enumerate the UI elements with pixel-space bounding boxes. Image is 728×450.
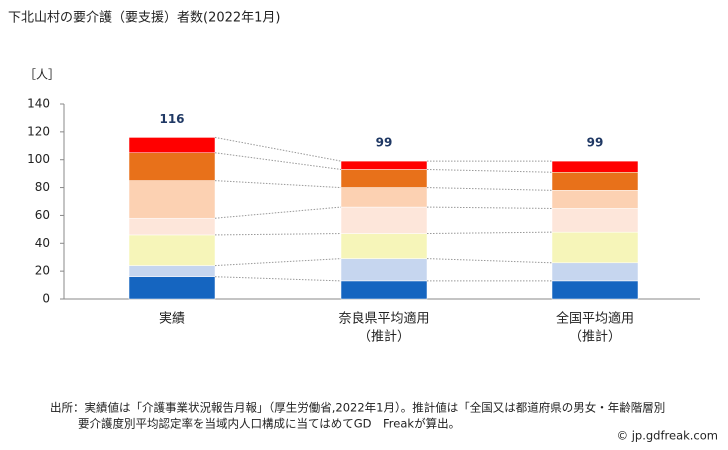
bar-segment [128, 276, 216, 300]
bar-segment [551, 160, 639, 173]
connector-line [214, 276, 342, 282]
x-tick-label: 奈良県平均適用 [338, 311, 429, 327]
total-label: 116 [159, 112, 184, 126]
bar-segment [551, 280, 639, 300]
bar-segment [340, 169, 428, 188]
y-tick-label: 0 [42, 292, 50, 306]
connector-line [426, 168, 553, 173]
y-tick-label: 20 [35, 264, 50, 278]
bar-segment [340, 258, 428, 282]
bar-segment [340, 280, 428, 300]
connector-line [214, 233, 342, 236]
bar-segment [128, 265, 216, 277]
connector-line [426, 231, 553, 235]
watermark: © jp.gdfreak.com [617, 429, 718, 443]
y-tick-label: 100 [27, 152, 50, 166]
x-tick-label: 全国平均適用 [556, 311, 634, 327]
y-tick-label: 80 [35, 180, 50, 194]
bar-segment [551, 262, 639, 282]
bar-segment [551, 172, 639, 191]
bar-segment [340, 206, 428, 234]
bar-segment [551, 231, 639, 264]
connector-line [214, 206, 342, 219]
bar-segment [128, 180, 216, 219]
total-label: 99 [376, 136, 393, 150]
y-unit-label: ［人］ [24, 68, 60, 82]
connector-line [214, 136, 342, 162]
x-tick-label: 実績 [159, 311, 185, 327]
y-tick-label: 120 [27, 124, 50, 138]
bar-segment [128, 234, 216, 266]
bar-segment [128, 217, 216, 236]
y-tick-label: 40 [35, 236, 50, 250]
connector-line [214, 258, 342, 267]
bar-segment [340, 160, 428, 170]
bar-segment [128, 137, 216, 154]
source-note: 出所：実績値は「介護事業状況報告月報」（厚生労働省,2022年1月）。推計値は「… [50, 401, 665, 415]
bar-segment [128, 152, 216, 181]
connector-line [214, 180, 342, 189]
chart-title: 下北山村の要介護（要支援）者数(2022年1月) [8, 10, 281, 26]
bar-segment [340, 233, 428, 259]
bar-segment [551, 208, 639, 233]
connector-line [426, 258, 553, 264]
y-tick-label: 60 [35, 208, 50, 222]
connector-line [426, 187, 553, 191]
total-label: 99 [587, 136, 604, 150]
connector-line [214, 152, 342, 170]
y-tick-label: 140 [27, 97, 50, 111]
bar-segment [340, 187, 428, 208]
source-note: 要介護度別平均認定率を当域内人口構成に当てはめてGD Freakが算出。 [78, 417, 460, 431]
x-tick-note: （推計） [358, 329, 410, 345]
bar-segment [551, 190, 639, 209]
connector-line [426, 206, 553, 209]
x-tick-note: （推計） [569, 329, 621, 345]
